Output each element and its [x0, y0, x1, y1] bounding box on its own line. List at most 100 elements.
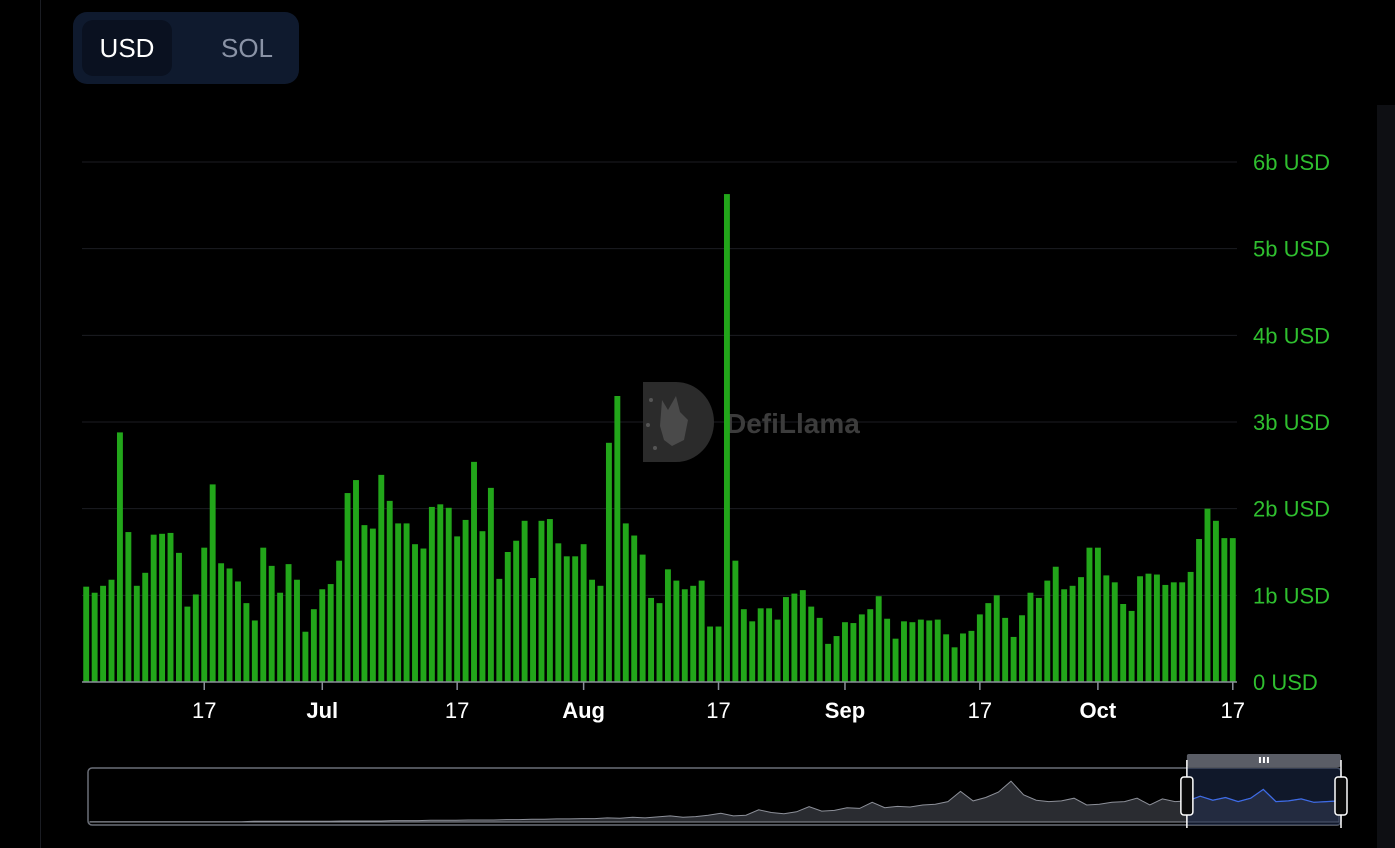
bar[interactable] [783, 597, 789, 682]
bar[interactable] [740, 609, 747, 682]
bar[interactable] [277, 592, 284, 682]
bar[interactable] [260, 547, 267, 682]
bar[interactable] [850, 623, 857, 682]
bar[interactable] [985, 603, 992, 682]
bar[interactable] [1019, 615, 1025, 682]
bar[interactable] [1229, 538, 1236, 682]
bar[interactable] [1137, 576, 1143, 682]
bar[interactable] [1221, 538, 1228, 682]
bar[interactable] [428, 506, 435, 682]
bar[interactable] [1010, 636, 1017, 682]
bar[interactable] [917, 619, 924, 682]
bar[interactable] [268, 565, 275, 682]
bar[interactable] [1212, 520, 1219, 682]
bar[interactable] [521, 520, 528, 682]
bar[interactable] [100, 585, 107, 682]
bar[interactable] [934, 619, 941, 682]
bar[interactable] [1052, 566, 1059, 682]
bar[interactable] [251, 620, 258, 682]
bar[interactable] [176, 552, 182, 682]
bar[interactable] [639, 554, 646, 682]
bar[interactable] [757, 608, 764, 682]
bar[interactable] [968, 630, 975, 682]
bar[interactable] [867, 609, 874, 682]
bar[interactable] [479, 531, 486, 682]
bar[interactable] [1111, 582, 1118, 682]
range-brush[interactable] [87, 754, 1348, 828]
bar[interactable] [858, 614, 865, 682]
bar[interactable] [572, 556, 579, 682]
bar[interactable] [951, 647, 958, 682]
bar[interactable] [327, 584, 334, 682]
bar[interactable] [732, 560, 739, 682]
bar[interactable] [420, 548, 427, 682]
bar[interactable] [353, 480, 359, 682]
bar[interactable] [842, 622, 848, 682]
bar[interactable] [614, 396, 621, 682]
bar[interactable] [774, 619, 781, 682]
brush-selection[interactable] [1186, 768, 1341, 825]
bar[interactable] [201, 547, 208, 682]
bar[interactable] [926, 620, 933, 682]
bar[interactable] [386, 500, 393, 682]
bar[interactable] [707, 626, 714, 682]
bar[interactable] [1035, 597, 1042, 682]
bar[interactable] [235, 581, 241, 682]
bar[interactable] [133, 585, 140, 682]
bar[interactable] [555, 543, 562, 682]
bar[interactable] [192, 594, 199, 682]
bar[interactable] [1204, 508, 1211, 682]
bar[interactable] [1120, 604, 1127, 682]
bar[interactable] [218, 563, 225, 682]
bar[interactable] [310, 609, 317, 682]
bar[interactable] [1027, 592, 1034, 682]
bar[interactable] [589, 579, 595, 682]
bar[interactable] [580, 544, 587, 682]
bar[interactable] [943, 634, 950, 682]
bar[interactable] [471, 461, 477, 682]
bar[interactable] [538, 520, 545, 682]
bar[interactable] [1162, 584, 1169, 682]
bar[interactable] [816, 617, 823, 682]
bar[interactable] [723, 194, 730, 682]
bar[interactable] [142, 572, 149, 682]
bar[interactable] [673, 580, 680, 682]
bar[interactable] [833, 636, 840, 682]
bar[interactable] [150, 534, 157, 682]
bar[interactable] [749, 621, 756, 682]
bar[interactable] [960, 633, 966, 682]
bar[interactable] [226, 568, 233, 682]
bar[interactable] [1196, 539, 1203, 682]
bar[interactable] [1128, 610, 1135, 682]
bar[interactable] [403, 523, 410, 682]
bar[interactable] [1153, 574, 1160, 682]
bar[interactable] [243, 603, 250, 682]
bar[interactable] [690, 585, 697, 682]
bar[interactable] [993, 595, 1000, 682]
bar[interactable] [369, 528, 376, 682]
bar[interactable] [336, 560, 343, 682]
bar[interactable] [909, 622, 916, 682]
bar[interactable] [1078, 577, 1084, 682]
bar[interactable] [799, 590, 806, 682]
bar[interactable] [597, 585, 604, 682]
bar[interactable] [791, 593, 798, 682]
bar[interactable] [1086, 547, 1093, 682]
bar[interactable] [1179, 582, 1186, 682]
bar[interactable] [91, 592, 98, 682]
bar[interactable] [125, 532, 132, 682]
bar[interactable] [605, 442, 612, 682]
bar[interactable] [546, 519, 553, 682]
bar[interactable] [344, 493, 351, 682]
bar[interactable] [1002, 617, 1009, 682]
bar[interactable] [209, 484, 216, 682]
bar[interactable] [901, 621, 907, 682]
bar[interactable] [445, 507, 452, 682]
bar[interactable] [681, 589, 688, 682]
bar[interactable] [184, 606, 191, 682]
bar[interactable] [83, 586, 90, 682]
bar[interactable] [454, 536, 461, 682]
bar[interactable] [875, 596, 882, 682]
bar[interactable] [884, 618, 891, 682]
bar[interactable] [395, 523, 402, 682]
